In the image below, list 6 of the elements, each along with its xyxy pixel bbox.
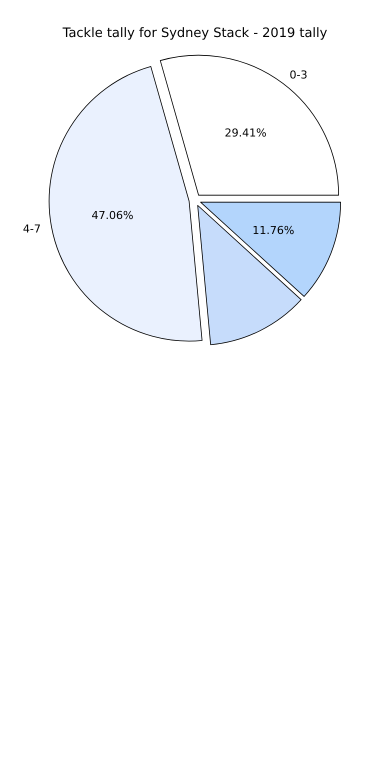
data-label: 47.06% <box>91 208 134 222</box>
slice-label: 4-7 <box>22 222 41 236</box>
chart-title: Tackle tally for Sydney Stack - 2019 tally <box>62 26 328 41</box>
data-label: 29.41% <box>224 126 267 140</box>
slice-label: 0-3 <box>289 68 308 82</box>
data-label: 11.76% <box>252 224 294 237</box>
